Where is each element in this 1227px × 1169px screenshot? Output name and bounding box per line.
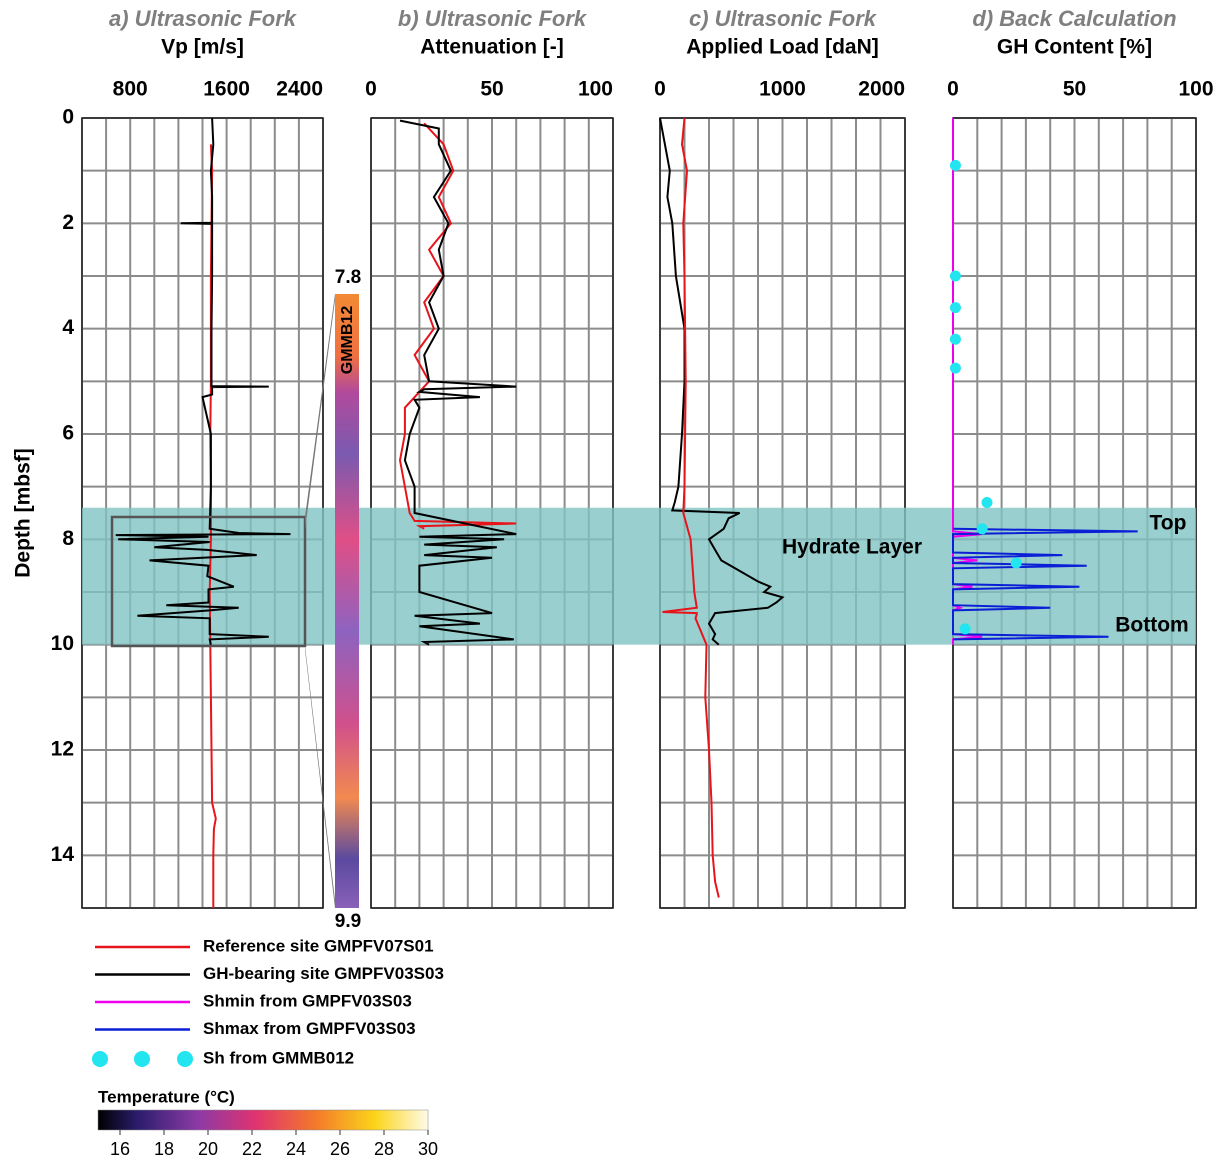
hydrate-band [82, 507, 1196, 645]
x-tick-label: 1000 [759, 78, 806, 101]
data-point [949, 362, 961, 374]
y-tick-label: 14 [51, 843, 75, 866]
panel-subtitle: c) Ultrasonic Fork [689, 6, 878, 31]
legend-label: Shmin from GMPFV03S03 [203, 991, 412, 1010]
x-tick-label: 0 [947, 78, 959, 101]
data-line [659, 117, 785, 646]
y-tick-label: 0 [62, 106, 74, 129]
zoom-box [110, 515, 307, 648]
data-line [952, 527, 1138, 641]
annotation: Bottom [1115, 614, 1188, 637]
legend-marker [92, 1051, 108, 1067]
colorbar-tick-label: 18 [154, 1139, 174, 1159]
x-tick-label: 2000 [858, 78, 905, 101]
legend-label: Shmax from GMPFV03S03 [203, 1019, 416, 1038]
colorbar-tick-label: 22 [242, 1139, 262, 1159]
x-tick-label: 800 [113, 78, 148, 101]
x-tick-label: 2400 [276, 78, 323, 101]
panel-subtitle: a) Ultrasonic Fork [109, 6, 298, 31]
zoom-connector [305, 294, 335, 530]
data-point [976, 523, 988, 535]
panel-subtitle: b) Ultrasonic Fork [398, 6, 588, 31]
data-point [949, 302, 961, 314]
data-point [949, 333, 961, 345]
panel-subtitle: d) Back Calculation [972, 6, 1176, 31]
colorbar-tick-label: 26 [330, 1139, 350, 1159]
x-tick-label: 50 [480, 78, 503, 101]
legend-label: Sh from GMMB012 [203, 1048, 354, 1067]
x-tick-label: 50 [1063, 78, 1086, 101]
x-axis-label: GH Content [%] [997, 36, 1152, 59]
x-tick-label: 100 [578, 78, 613, 101]
y-tick-label: 12 [51, 738, 74, 761]
core-bottom: 9.9 [335, 911, 361, 932]
colorbar-title: Temperature (°C) [98, 1087, 235, 1106]
x-axis-label: Vp [m/s] [161, 36, 244, 59]
y-tick-label: 8 [62, 527, 74, 550]
data-point [959, 623, 971, 635]
colorbar-tick-label: 28 [374, 1139, 394, 1159]
x-tick-label: 0 [654, 78, 666, 101]
legend-label: Reference site GMPFV07S01 [203, 936, 434, 955]
data-point [949, 270, 961, 282]
colorbar-tick-label: 20 [198, 1139, 218, 1159]
annotation: Hydrate Layer [782, 536, 922, 559]
core-image [335, 294, 359, 908]
y-tick-label: 10 [51, 632, 74, 655]
colorbar-tick-label: 24 [286, 1139, 306, 1159]
data-line [208, 144, 217, 908]
x-axis-label: Applied Load [daN] [686, 36, 879, 59]
x-tick-label: 1600 [203, 78, 250, 101]
zoom-connector [305, 646, 335, 908]
y-tick-label: 6 [62, 422, 74, 445]
core-top: 7.8 [335, 267, 361, 288]
legend-marker [177, 1051, 193, 1067]
data-line [662, 117, 720, 898]
colorbar-tick-label: 16 [110, 1139, 130, 1159]
legend-label: GH-bearing site GMPFV03S03 [203, 964, 444, 983]
data-line [115, 117, 291, 645]
x-tick-label: 0 [365, 78, 377, 101]
data-point [1010, 557, 1022, 569]
core-label: GMMB12 [339, 306, 356, 375]
x-axis-label: Attenuation [-] [420, 36, 563, 59]
data-point [981, 496, 993, 508]
x-tick-label: 100 [1178, 78, 1213, 101]
colorbar-tick-label: 30 [418, 1139, 438, 1159]
legend-marker [134, 1051, 150, 1067]
y-tick-label: 4 [62, 316, 74, 339]
data-line [398, 122, 517, 530]
y-tick-label: 2 [62, 211, 74, 234]
annotation: Top [1150, 512, 1187, 535]
data-point [949, 159, 961, 171]
data-line [399, 119, 517, 646]
y-axis-label: Depth [mbsf] [12, 448, 35, 578]
colorbar [97, 1109, 429, 1131]
